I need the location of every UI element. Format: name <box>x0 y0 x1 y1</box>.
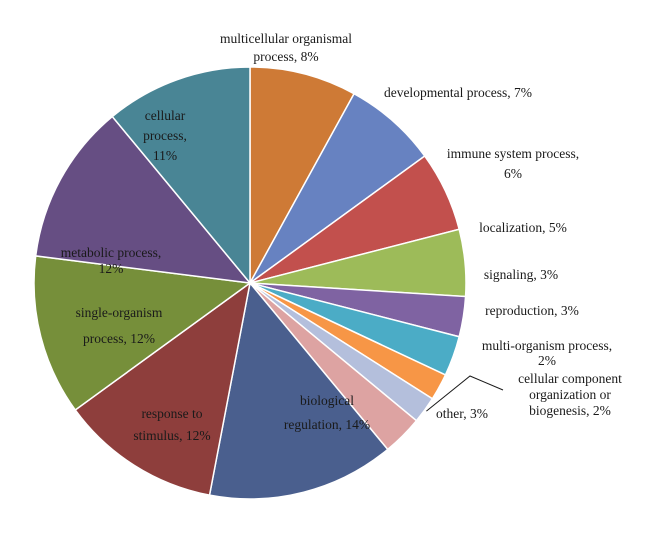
slice-label-line: multicellular organismal <box>220 31 352 46</box>
slice-label-biological: biological regulation, 14% <box>284 393 370 432</box>
slice-label-cellcomponent: cellular component organization or biogene… <box>518 371 622 418</box>
pie-slice-singleorg <box>33 255 252 412</box>
pie-slices <box>33 66 467 500</box>
slice-label-line: process, <box>143 128 187 143</box>
slice-label-cellular: cellular process, 11% <box>143 108 187 163</box>
slice-label-line: immune system process, <box>447 146 579 161</box>
leader-lines <box>426 375 504 412</box>
slice-label-other: other, 3% <box>436 406 488 421</box>
slice-labels: multicellular organismal process, 8% devel… <box>61 31 622 443</box>
pie-slice-biological <box>208 281 389 500</box>
slice-label-singleorg: single-organism process, 12% <box>76 305 163 346</box>
slice-label-line: stimulus, 12% <box>133 428 210 443</box>
slice-label-line: other, 3% <box>436 406 488 421</box>
slice-label-line: response to <box>141 406 202 421</box>
slice-label-line: biological <box>300 393 354 408</box>
slice-label-line: organization or <box>529 387 611 402</box>
slice-label-metabolic: metabolic process, 12% <box>61 245 161 276</box>
slice-label-immune: immune system process, 6% <box>447 146 579 181</box>
slice-label-multicellular: multicellular organismal process, 8% <box>220 31 352 64</box>
slice-label-reproduction: reproduction, 3% <box>485 303 579 318</box>
slice-label-line: multi-organism process, <box>482 338 612 353</box>
slice-label-line: metabolic process, <box>61 245 161 260</box>
slice-label-line: localization, 5% <box>479 220 567 235</box>
slice-label-multiorganism: multi-organism process, 2% <box>482 338 612 368</box>
pie-slice-cellular <box>111 66 251 286</box>
slice-label-line: developmental process, 7% <box>384 85 532 100</box>
slice-label-line: process, 8% <box>253 49 318 64</box>
slice-label-line: single-organism <box>76 305 163 320</box>
slice-label-line: 11% <box>153 148 177 163</box>
slice-label-line: reproduction, 3% <box>485 303 579 318</box>
slice-label-line: 2% <box>538 353 556 368</box>
slice-label-response: response to stimulus, 12% <box>133 406 210 443</box>
pie-slice-multicellular <box>249 66 356 284</box>
slice-label-line: 12% <box>99 261 124 276</box>
pie-slice-response <box>74 281 252 497</box>
slice-label-localization: localization, 5% <box>479 220 567 235</box>
slice-label-line: process, 12% <box>83 331 155 346</box>
slice-label-line: 6% <box>504 166 522 181</box>
slice-label-line: signaling, 3% <box>484 267 558 282</box>
leader-line-cellcomponent <box>426 375 504 412</box>
slice-label-line: cellular <box>145 108 186 123</box>
slice-label-line: regulation, 14% <box>284 417 370 432</box>
slice-label-line: cellular component <box>518 371 622 386</box>
pie-slice-metabolic <box>34 115 252 284</box>
slice-label-signaling: signaling, 3% <box>484 267 558 282</box>
slice-label-line: biogenesis, 2% <box>529 403 611 418</box>
slice-label-developmental: developmental process, 7% <box>384 85 532 100</box>
